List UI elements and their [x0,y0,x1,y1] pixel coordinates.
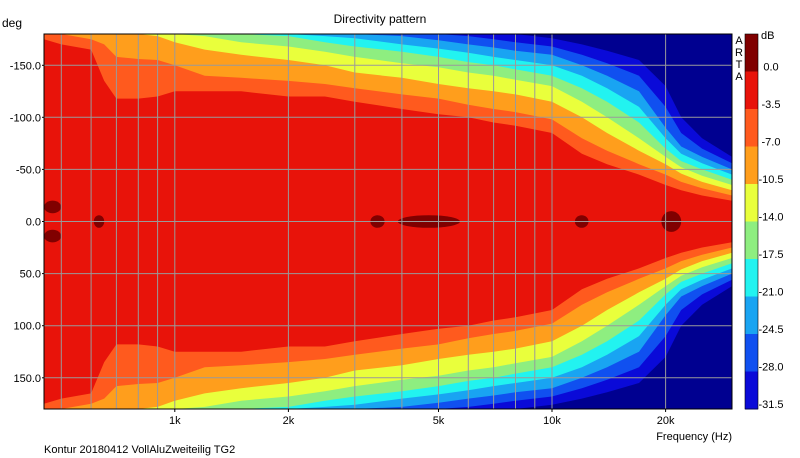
colorbar-swatch [745,221,758,260]
x-axis-label: Frequency (Hz) [656,431,732,443]
y-tick-label: 100.0 [13,321,41,333]
colorbar-level-label: -10.5 [758,174,783,186]
colorbar-swatch [745,296,758,335]
watermark-letter: A [735,35,743,47]
footer-caption: Kontur 20180412 VollAluZweiteilig TG2 [44,444,235,456]
y-tick-label: 50.0 [20,269,41,281]
colorbar-unit-label: dB [761,30,774,42]
y-tick-label: -100.0 [10,112,41,124]
colorbar-swatch [745,34,758,72]
colorbar-swatch [745,371,758,410]
colorbar-level-label: -17.5 [758,249,783,261]
colorbar-level-label: 0.0 [763,62,778,74]
colorbar-level-label: -7.0 [762,137,781,149]
colorbar-frame [744,33,759,410]
watermark-letter: T [736,59,743,71]
colorbar-level-label: -21.0 [758,287,783,299]
colorbar-swatch [745,334,758,372]
y-tick-label: 0.0 [26,217,41,229]
y-tick-label: 150.0 [13,373,41,385]
x-axis-ticks: 1k 2k 5k 10k 20k [169,409,675,427]
colorbar-swatch [745,259,758,297]
colorbar-level-label: -3.5 [762,99,781,111]
y-axis-label: deg [2,16,22,30]
plot-area [43,33,733,410]
chart-title: Directivity pattern [334,12,427,26]
x-tick-label: 10k [543,415,561,427]
peak-region-1 [44,229,62,243]
x-tick-label: 5k [433,415,445,427]
colorbar-swatch [745,109,758,147]
colorbar-swatch [745,184,758,222]
watermark-letter: R [735,47,743,59]
colorbar-swatch [745,71,758,110]
colorbar-level-label: -31.5 [758,399,783,411]
y-axis-ticks: -150.0 -100.0 -50.0 0.0 50.0 100.0 150.0 [10,60,44,385]
colorbar-level-label: -28.0 [758,362,783,374]
colorbar-swatch [745,146,758,185]
colorbar-level-label: -24.5 [758,324,783,336]
peak-region-0 [44,200,62,214]
y-tick-label: -150.0 [10,60,41,72]
colorbar: 0.0 -3.5 -7.0 -10.5 -14.0 -17.5 -21.0 -24.5 -28.… [744,33,784,411]
grid [44,34,732,409]
watermark-letter: A [735,71,743,83]
colorbar-level-label: -14.0 [758,212,783,224]
x-tick-label: 2k [283,415,295,427]
y-tick-label: -50.0 [16,164,41,176]
x-tick-label: 1k [169,415,181,427]
x-tick-label: 20k [657,415,675,427]
